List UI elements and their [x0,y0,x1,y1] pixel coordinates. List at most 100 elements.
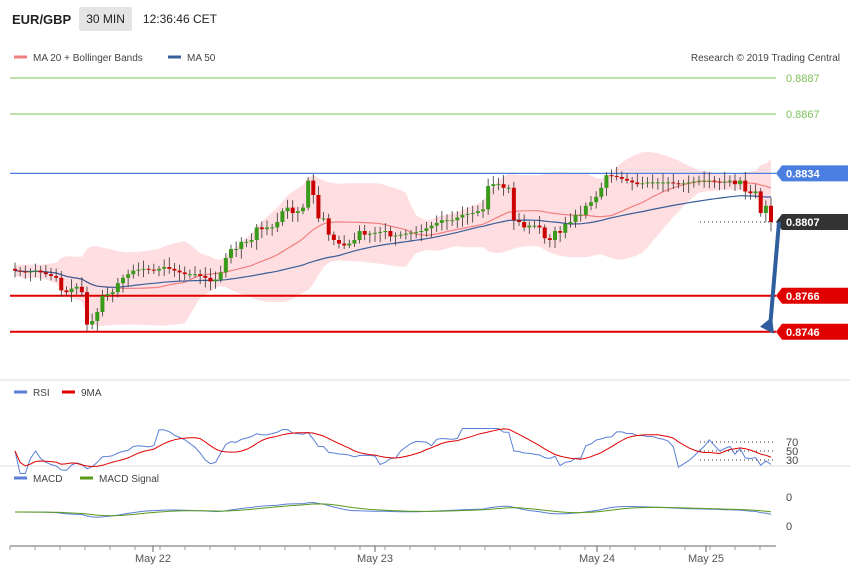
candle-79 [419,231,424,232]
candle-70 [373,232,377,234]
bollinger-bands [15,151,771,327]
candle-77 [409,232,413,234]
candle-26 [146,268,151,270]
candle-113 [594,196,599,203]
symbol-label: EUR/GBP [12,11,72,27]
candle-127 [666,182,671,184]
macd-signal-legend-label: MACD Signal [99,474,159,485]
candle-20 [115,283,120,293]
candle-29 [162,267,167,269]
candle-88 [465,213,470,215]
candle-68 [362,231,367,235]
candle-78 [414,231,419,233]
candle-59 [316,195,321,219]
level-tag-5 [776,323,848,340]
candle-143 [748,191,753,194]
candle-37 [203,276,208,278]
candle-89 [470,213,475,214]
candle-101 [532,225,537,227]
candle-38 [208,277,213,282]
candle-141 [738,180,743,185]
candle-134 [702,180,707,182]
candle-43 [234,249,239,250]
macd-line [15,501,772,518]
candle-7 [49,274,53,276]
candle-63 [337,240,341,244]
candle-119 [625,178,629,181]
candle-17 [100,295,105,312]
candle-128 [671,182,676,184]
candle-97 [511,187,516,221]
candle-115 [604,175,609,188]
candle-105 [553,231,557,240]
macd-level-label-0: 0 [786,492,792,504]
candle-18 [105,294,110,296]
candle-52 [280,211,285,222]
candle-55 [295,211,300,213]
candle-133 [697,180,701,182]
candle-99 [522,222,527,228]
time-axis-label-1: May 23 [357,553,393,565]
candle-94 [496,184,501,186]
candle-46 [249,240,254,242]
candle-40 [218,272,223,280]
candle-47 [254,227,259,240]
candle-53 [285,207,290,212]
candle-86 [455,217,460,221]
candle-81 [429,225,434,229]
macd-legend-label: MACD [33,474,62,485]
candle-146 [763,205,768,213]
candle-95 [501,184,506,188]
candle-36 [198,274,203,276]
candle-24 [136,269,141,271]
candle-96 [506,187,511,189]
candle-33 [182,272,187,275]
macd-signal-line [15,503,772,517]
rsi-ma-line [14,428,772,468]
candle-65 [347,243,352,246]
candle-120 [630,180,635,183]
candle-73 [388,231,393,237]
timeframe-selector[interactable]: 30 MIN [79,7,132,31]
candle-21 [121,277,125,284]
candle-104 [547,238,552,240]
candle-32 [177,270,182,273]
chart-header: EUR/GBP 30 MIN 12:36:46 CET [0,0,850,38]
candle-82 [434,222,439,226]
candle-117 [614,176,619,178]
candle-147 [769,205,773,222]
candle-103 [542,227,547,239]
candle-84 [445,220,449,222]
candle-124 [650,182,655,184]
candle-64 [342,243,347,246]
level-label-4: 0.8766 [786,291,820,303]
candle-76 [403,233,408,235]
candle-107 [563,223,568,233]
candle-13 [79,286,84,293]
candle-139 [727,180,732,182]
level-tag-2 [776,165,848,182]
chart-area[interactable]: 0.8887 0.8867 0.8834 0.8807 0.8766 0.8746 MA … [0,38,850,576]
candle-137 [717,181,722,183]
candle-67 [357,231,362,240]
candle-12 [74,286,79,289]
candle-83 [439,220,444,223]
level-label-0: 0.8887 [786,73,820,85]
candle-108 [568,222,573,224]
candle-93 [491,184,496,186]
rsi-ma-legend-label: 9MA [81,388,102,399]
candle-118 [619,177,624,179]
copyright-label: Research © 2019 Trading Central [691,53,840,64]
candle-66 [352,240,357,244]
rsi-level-label-2: 30 [786,455,798,467]
candle-23 [131,270,136,275]
candle-72 [383,231,388,232]
ma50-line [14,195,771,288]
candle-14 [85,292,89,325]
candle-125 [655,182,660,184]
candle-28 [157,268,161,271]
candle-1 [18,270,23,272]
candle-34 [187,274,192,276]
projection-arrow-head [760,316,774,334]
candle-69 [367,233,372,235]
